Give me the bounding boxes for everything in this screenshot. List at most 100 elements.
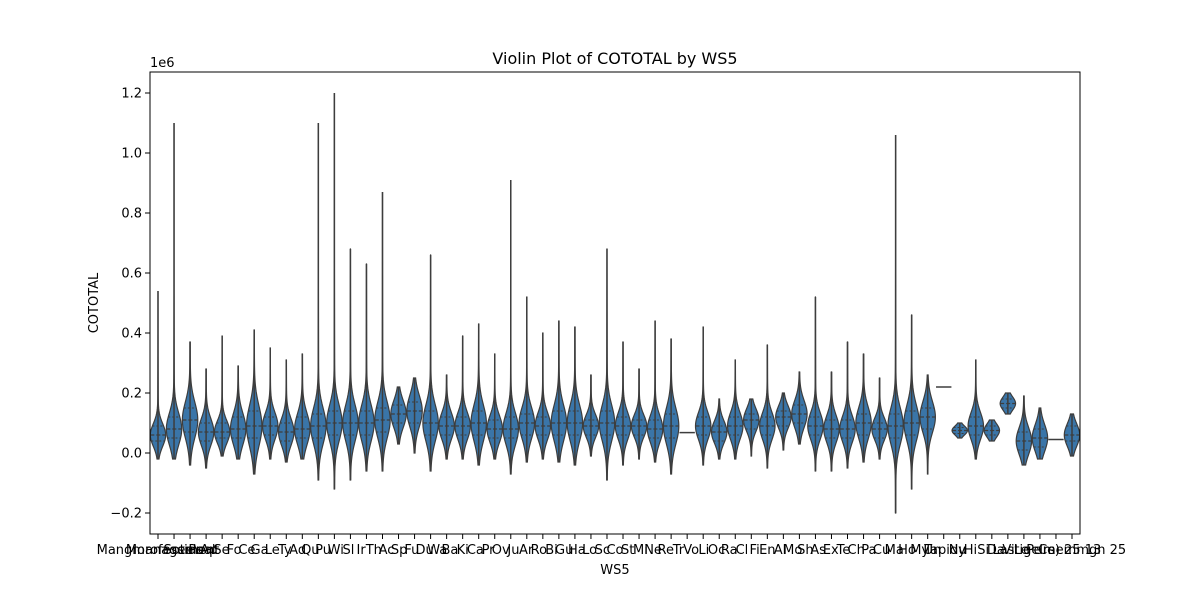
violin-11: [326, 93, 343, 490]
violin-55: [1031, 407, 1049, 460]
x-tick-label: St: [621, 543, 634, 558]
x-tick-label: As: [810, 543, 826, 558]
violin-4: [213, 335, 231, 457]
x-tick-label: Un: [923, 543, 941, 558]
x-tick-label: Morofessional: [126, 543, 216, 558]
violin-9: [294, 353, 311, 460]
violin-1: [165, 123, 183, 460]
violin-48: [919, 374, 936, 475]
violin-44: [855, 353, 872, 463]
x-tick-label: Pa: [861, 543, 876, 558]
x-tick-label: Al: [774, 543, 787, 558]
x-tick-label: Ga: [251, 543, 269, 558]
violin-7: [261, 347, 279, 460]
x-axis-label: WS5: [600, 563, 629, 578]
x-tick-label: Re: [658, 543, 674, 558]
violin-40: [791, 371, 808, 445]
x-tick-label: Ex: [823, 543, 839, 558]
violin-28: [598, 248, 616, 481]
violin-50: [951, 422, 969, 439]
y-tick-label: −0.2: [110, 507, 142, 522]
violin-51: [967, 359, 985, 460]
x-tick-label: Pe: [188, 543, 203, 558]
x-tick-label: Ju: [506, 543, 519, 558]
x-tick-label: En: [759, 543, 775, 558]
violin-45: [871, 377, 888, 460]
violin-52: [983, 419, 1001, 442]
violin-18: [438, 374, 455, 460]
violin-2: [181, 341, 199, 466]
x-tick-label: Ho: [898, 543, 916, 558]
x-tick-label: Se: [213, 543, 229, 558]
x-tick-label: Wi: [328, 543, 344, 558]
violin-15: [390, 386, 407, 445]
violin-8: [277, 359, 295, 463]
violin-38: [759, 344, 776, 469]
violin-12: [342, 248, 359, 481]
x-tick-label: Ra: [721, 543, 738, 558]
violin-37: [742, 398, 760, 457]
x-tick-label: Tr: [672, 543, 685, 558]
axes-frame: [149, 71, 1081, 535]
x-tick-label: Ne: [644, 543, 662, 558]
x-tick-label: Th: [365, 543, 382, 558]
violin-3: [197, 368, 215, 469]
x-tick-label: rs) 25 13: [1043, 543, 1102, 558]
x-tick-label: Pe: [1026, 543, 1041, 558]
x-tick-label: Wa: [427, 543, 447, 558]
x-tick-label: Ap: [200, 543, 217, 558]
x-tick-label: Vi: [1002, 543, 1014, 558]
x-tick-label: Bi: [545, 543, 558, 558]
x-tick-label: Vo: [683, 543, 699, 558]
violin-0: [149, 291, 167, 460]
violin-21: [486, 353, 504, 460]
y-offset-label: 1e6: [150, 56, 175, 71]
x-tick-label: Lastigelmemmgn 25: [992, 543, 1126, 558]
y-tick-label: 0.2: [121, 387, 142, 402]
violin-53: [999, 392, 1017, 415]
violin-25: [550, 320, 568, 463]
y-tick-label: 0.6: [121, 267, 142, 282]
x-tick-label: Si: [977, 543, 989, 558]
x-tick-label: Ha: [568, 543, 586, 558]
violin-34: [694, 326, 712, 466]
violin-31: [646, 320, 664, 463]
violin-22: [502, 180, 520, 475]
x-tick-label: Cu: [873, 543, 890, 558]
x-tick-label: Ce: [238, 543, 255, 558]
x-tick-label: Ki: [457, 543, 469, 558]
violin-57: [1063, 413, 1081, 457]
x-tick-label: Lo: [582, 543, 597, 558]
violin-26: [566, 326, 584, 466]
violin-29: [614, 341, 632, 466]
x-tick-label: Ar: [519, 543, 534, 558]
violin-20: [470, 323, 488, 466]
violin-17: [422, 254, 439, 472]
x-tick-label: Mo: [783, 543, 802, 558]
violin-36: [726, 359, 744, 460]
violin-5: [229, 365, 247, 460]
x-tick-label: Mi: [633, 543, 648, 558]
x-tick-label: Ty: [277, 543, 292, 558]
x-tick-label: Ac: [379, 543, 395, 558]
y-axis-label: COTOTAL: [87, 272, 102, 333]
violin-16: [406, 377, 423, 454]
violin-42: [823, 371, 840, 472]
y-tick-label: 0.0: [121, 447, 142, 462]
x-tick-label: Le: [265, 543, 280, 558]
x-tick-label: Sp: [391, 543, 408, 558]
violin-30: [630, 368, 648, 460]
x-tick-label: Cl: [736, 543, 749, 558]
violin-54: [1015, 395, 1033, 466]
violin-23: [518, 296, 536, 463]
x-tick-label: Hi: [964, 543, 977, 558]
plot-area: [149, 93, 1081, 514]
violin-27: [582, 374, 600, 457]
y-axis: −0.2 0.0 0.2 0.4 0.6 0.8 1.0 1.2: [110, 87, 150, 522]
x-tick-label: Co: [606, 543, 623, 558]
y-tick-label: 0.4: [121, 327, 142, 342]
x-tick-label: Ov: [492, 543, 510, 558]
x-tick-label: Ch: [848, 543, 865, 558]
violin-41: [807, 296, 824, 472]
